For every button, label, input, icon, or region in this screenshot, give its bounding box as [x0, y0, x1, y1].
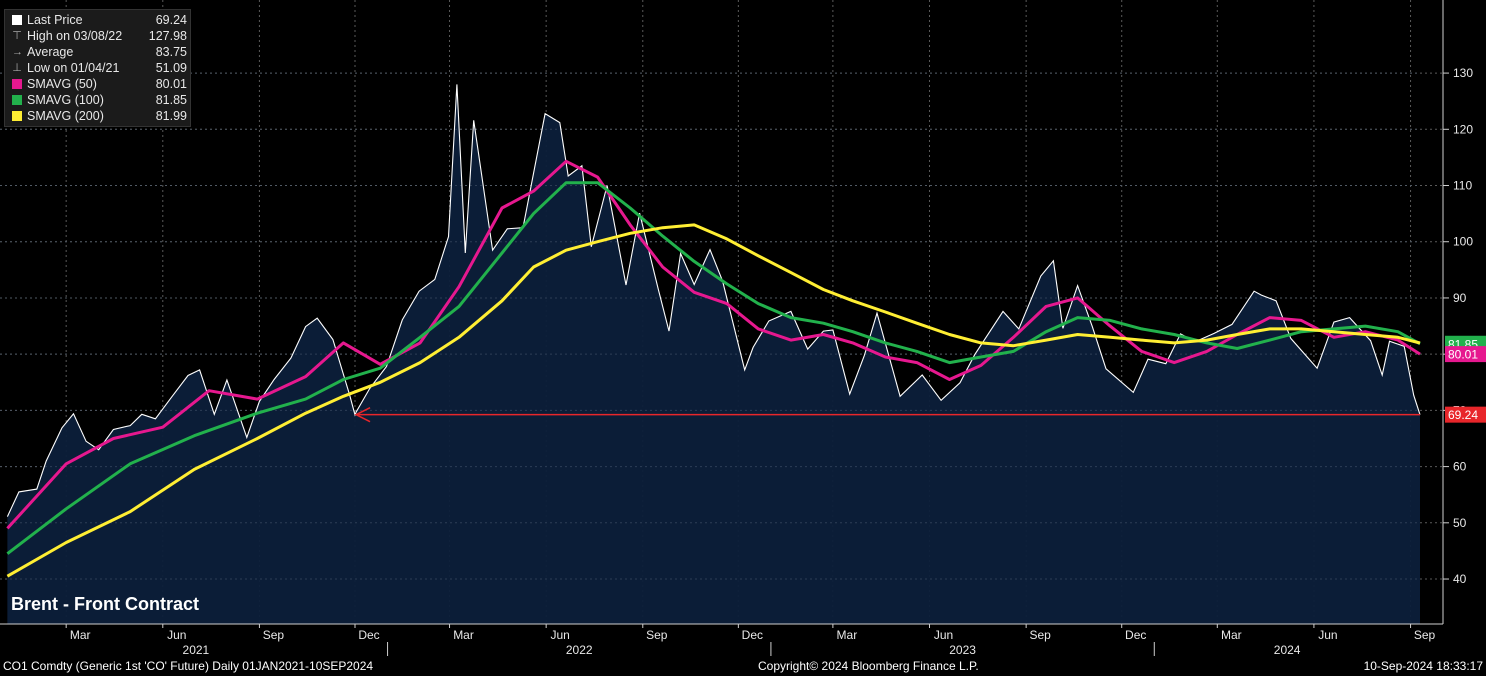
footer-bar: CO1 Comdty (Generic 1st 'CO' Future) Dai…	[0, 656, 1486, 676]
x-tick-label: Sep	[1029, 628, 1051, 642]
legend-label: SMAVG (50)	[27, 77, 97, 91]
legend-entry: ⊤ High on 03/08/22 127.98	[8, 28, 187, 44]
legend-swatch	[12, 79, 22, 89]
legend-entry: Last Price 69.24	[8, 12, 187, 28]
y-tick-label: 40	[1453, 572, 1467, 586]
x-tick-label: Sep	[646, 628, 668, 642]
legend-entry: → Average 83.75	[8, 44, 187, 60]
footer-copyright: Copyright© 2024 Bloomberg Finance L.P.	[758, 659, 979, 673]
legend-label: Average	[27, 45, 74, 59]
legend-entry: SMAVG (50) 80.01	[8, 76, 187, 92]
legend-swatch	[12, 95, 22, 105]
low-marker-icon: ⊥	[12, 62, 22, 74]
x-tick-label: Jun	[550, 628, 569, 642]
legend-label: SMAVG (100)	[27, 93, 104, 107]
high-marker-icon: ⊤	[12, 30, 22, 42]
x-tick-label: Mar	[70, 628, 91, 642]
low-marker-arrowhead	[354, 406, 371, 423]
x-tick-label: Mar	[837, 628, 858, 642]
value-tag-bg	[1445, 406, 1486, 423]
value-tag-label: 69.24	[1448, 408, 1478, 422]
legend-value: 51.09	[155, 61, 187, 75]
y-tick-label: 120	[1453, 122, 1473, 136]
y-tick-label: 130	[1453, 66, 1473, 80]
legend-label: High on 03/08/22	[27, 29, 123, 43]
value-tag-bg	[1445, 346, 1486, 363]
legend-entry: SMAVG (100) 81.85	[8, 92, 187, 108]
x-tick-label: Jun	[1318, 628, 1337, 642]
legend-value: 83.75	[155, 45, 187, 59]
x-tick-label: Mar	[453, 628, 474, 642]
x-tick-label: Dec	[742, 628, 763, 642]
chart-legend: Last Price 69.24 ⊤ High on 03/08/22 127.98 → A…	[4, 9, 191, 127]
legend-swatch	[12, 111, 22, 121]
y-tick-label: 90	[1453, 291, 1467, 305]
y-tick-label: 100	[1453, 235, 1473, 249]
year-label: 2022	[566, 643, 593, 656]
legend-entry: SMAVG (200) 81.99	[8, 108, 187, 124]
x-tick-label: Jun	[934, 628, 953, 642]
footer-ticker: CO1 Comdty (Generic 1st 'CO' Future) Dai…	[3, 659, 374, 673]
legend-label: Low on 01/04/21	[27, 61, 120, 75]
legend-label: Last Price	[27, 13, 83, 27]
x-tick-label: Sep	[1414, 628, 1436, 642]
value-tag-label: 80.01	[1448, 348, 1478, 362]
price-area	[7, 84, 1421, 624]
footer-timestamp: 10-Sep-2024 18:33:17	[1363, 659, 1483, 673]
legend-value: 80.01	[155, 77, 187, 91]
sma-line-2	[6, 223, 1421, 578]
x-tick-label: Sep	[263, 628, 285, 642]
y-tick-label: 50	[1453, 516, 1467, 530]
legend-swatch	[12, 15, 22, 25]
legend-value: 69.24	[155, 13, 187, 27]
sma-line-1	[6, 181, 1421, 555]
x-tick-label: Dec	[1125, 628, 1146, 642]
legend-entry: ⊥ Low on 01/04/21 51.09	[8, 60, 187, 76]
year-label: 2024	[1274, 643, 1301, 656]
legend-value: 81.99	[155, 109, 187, 123]
year-label: 2023	[949, 643, 976, 656]
x-tick-label: Jun	[167, 628, 186, 642]
chart-title: Brent - Front Contract	[11, 594, 199, 614]
legend-label: SMAVG (200)	[27, 109, 104, 123]
price-chart: 40506070809010011012013081.8580.0169.24M…	[0, 0, 1486, 657]
avg-marker-icon: →	[12, 46, 23, 58]
x-tick-label: Dec	[358, 628, 379, 642]
x-tick-label: Mar	[1221, 628, 1242, 642]
legend-value: 127.98	[148, 29, 187, 43]
y-tick-label: 60	[1453, 460, 1467, 474]
y-tick-label: 110	[1453, 179, 1472, 193]
legend-value: 81.85	[155, 93, 187, 107]
year-label: 2021	[183, 643, 210, 656]
